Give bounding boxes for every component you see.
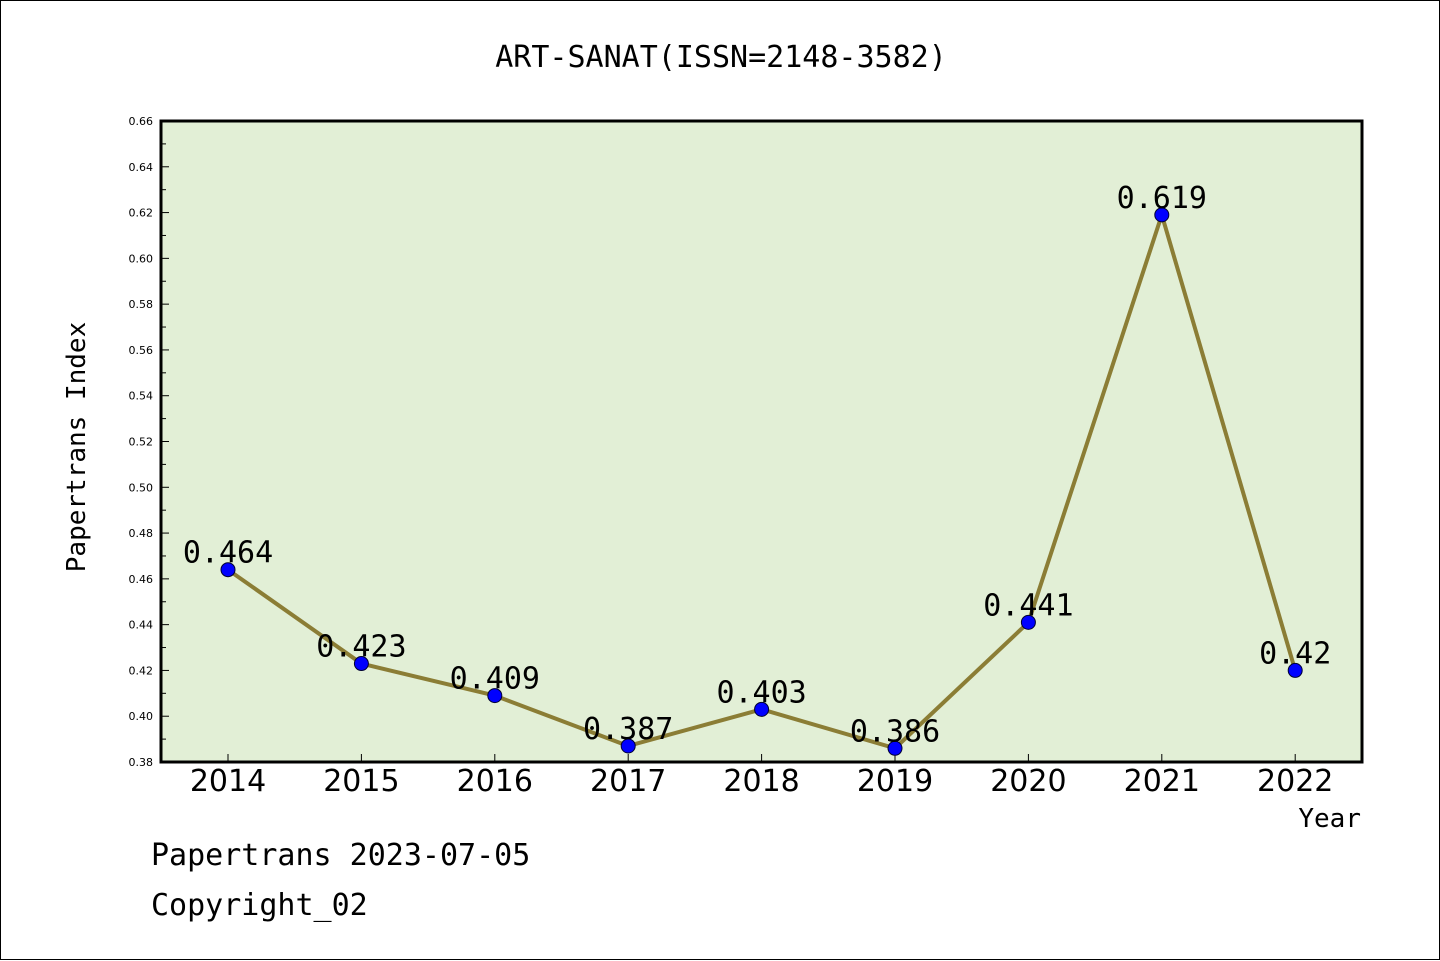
chart-title: ART-SANAT(ISSN=2148-3582) — [495, 40, 947, 75]
data-point — [220, 562, 236, 578]
data-label: 0.423 — [316, 630, 406, 665]
y-tick-label: 0.66 — [129, 115, 154, 128]
data-label: 0.386 — [850, 714, 940, 749]
y-tick-label: 0.42 — [129, 664, 154, 677]
footer-copyright: Copyright_02 — [151, 888, 368, 923]
data-point — [754, 701, 770, 717]
data-point — [887, 740, 903, 756]
data-point — [1020, 614, 1036, 630]
x-tick-label: 2016 — [457, 764, 533, 799]
data-point — [487, 688, 503, 704]
x-tick-label: 2021 — [1124, 764, 1200, 799]
y-tick-label: 0.50 — [129, 481, 154, 494]
data-points — [220, 207, 1303, 756]
data-point — [1154, 207, 1170, 223]
x-tick-label: 2022 — [1257, 764, 1333, 799]
y-tick-label: 0.44 — [129, 619, 154, 632]
data-label: 0.619 — [1117, 181, 1207, 216]
data-labels: 0.464 0.423 0.409 0.387 0.403 0.386 0.441 0.619… — [183, 181, 1331, 749]
y-tick-label: 0.46 — [129, 573, 154, 586]
x-tick-label: 2015 — [323, 764, 399, 799]
x-tick-label: 2014 — [190, 764, 266, 799]
x-tick-label: 2017 — [590, 764, 666, 799]
x-tick-label: 2018 — [723, 764, 799, 799]
data-point — [1287, 662, 1303, 678]
y-tick-label: 0.40 — [129, 710, 154, 723]
x-axis-label: Year — [1298, 804, 1361, 834]
y-tick-label: 0.64 — [129, 161, 154, 174]
y-tick-label: 0.62 — [129, 207, 154, 220]
y-tick-label: 0.56 — [129, 344, 154, 357]
data-label: 0.387 — [583, 712, 673, 747]
x-tick-label: 2019 — [857, 764, 933, 799]
footer-date: Papertrans 2023-07-05 — [151, 838, 530, 873]
data-point — [620, 738, 636, 754]
data-label: 0.403 — [716, 675, 806, 710]
plot-area — [159, 119, 1364, 764]
y-axis-label: Papertrans Index — [62, 322, 92, 572]
y-tick-label: 0.48 — [129, 527, 154, 540]
x-tick-label: 2020 — [990, 764, 1066, 799]
y-tick-label: 0.52 — [129, 436, 154, 449]
data-label: 0.42 — [1259, 636, 1331, 671]
y-tick-label: 0.60 — [129, 252, 154, 265]
x-axis: 2014 2015 2016 2017 2018 2019 2020 2021 2022 — [190, 754, 1333, 799]
y-tick-label: 0.58 — [129, 298, 154, 311]
data-label: 0.409 — [450, 662, 540, 697]
y-tick-label: 0.54 — [129, 390, 154, 403]
data-label: 0.441 — [983, 588, 1073, 623]
data-point — [353, 656, 369, 672]
data-label: 0.464 — [183, 536, 273, 571]
y-tick-label: 0.38 — [129, 756, 154, 769]
y-axis: 0.38 0.40 0.42 0.44 0.46 0.48 0.50 0.52 0.54 0.56… — [129, 115, 169, 769]
